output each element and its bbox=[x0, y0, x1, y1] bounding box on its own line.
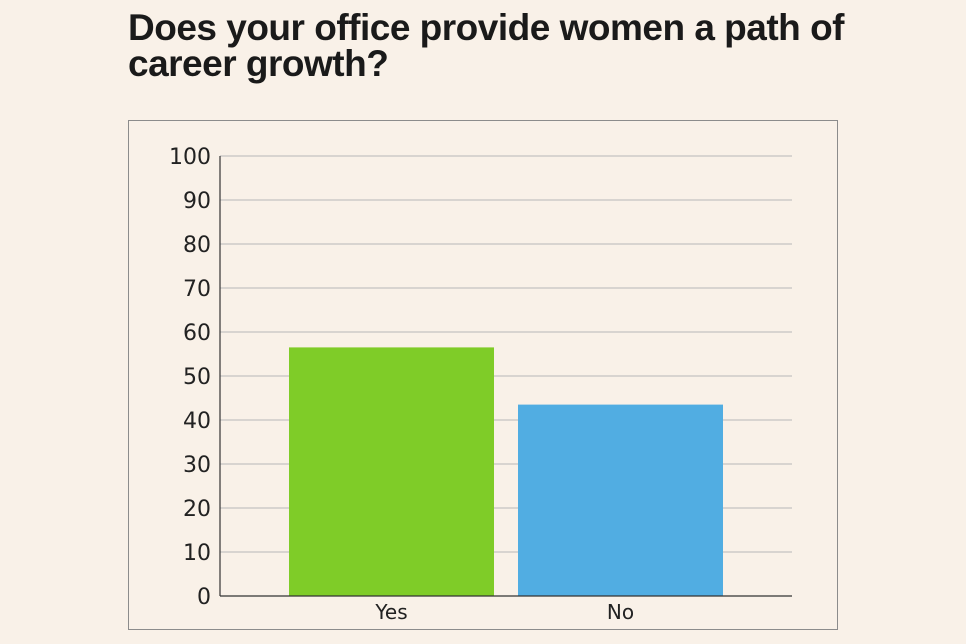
x-tick-label: Yes bbox=[374, 600, 407, 624]
y-tick-label: 50 bbox=[183, 365, 211, 390]
tick-labels: 0 10 20 30 40 50 60 70 80 90 100 Yes No bbox=[169, 145, 634, 624]
axes bbox=[219, 156, 792, 597]
y-tick-label: 90 bbox=[183, 189, 211, 214]
x-tick-label: No bbox=[607, 600, 634, 624]
bars bbox=[289, 347, 723, 596]
y-tick-label: 70 bbox=[183, 277, 211, 302]
y-tick-label: 40 bbox=[183, 409, 211, 434]
y-tick-label: 30 bbox=[183, 453, 211, 478]
chart-title: Does your office provide women a path of… bbox=[128, 7, 845, 84]
y-tick-label: 10 bbox=[183, 541, 211, 566]
y-tick-label: 80 bbox=[183, 233, 211, 258]
bar-yes bbox=[289, 347, 494, 596]
y-tick-label: 20 bbox=[183, 497, 211, 522]
y-tick-label: 60 bbox=[183, 321, 211, 346]
y-tick-label: 0 bbox=[197, 585, 211, 610]
bar-no bbox=[518, 404, 723, 596]
y-tick-label: 100 bbox=[169, 145, 211, 170]
